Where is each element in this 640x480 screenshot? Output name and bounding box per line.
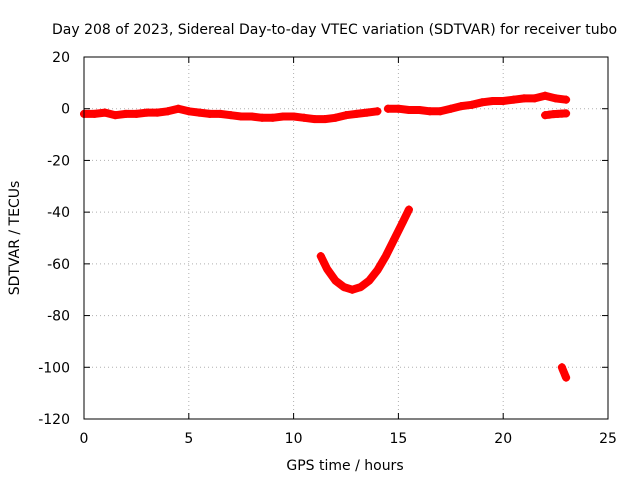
data-point bbox=[279, 112, 288, 121]
data-point bbox=[195, 108, 204, 117]
y-tick-label: -80 bbox=[47, 309, 70, 325]
data-point bbox=[184, 107, 193, 116]
x-tick-label: 20 bbox=[494, 431, 512, 447]
data-point bbox=[436, 107, 445, 116]
data-point bbox=[562, 109, 571, 118]
data-point bbox=[268, 113, 277, 122]
data-point bbox=[321, 115, 330, 124]
x-axis-title: GPS time / hours bbox=[286, 458, 403, 474]
y-tick-label: -100 bbox=[38, 360, 70, 376]
y-tick-labels: 20 0 -20 -40 -60 -80 -100 -120 bbox=[38, 50, 70, 428]
data-point bbox=[381, 252, 390, 261]
data-point bbox=[339, 283, 348, 292]
x-tick-label: 5 bbox=[184, 431, 193, 447]
data-point bbox=[551, 94, 560, 103]
chart-title: Day 208 of 2023, Sidereal Day-to-day VTE… bbox=[52, 22, 617, 38]
data-point bbox=[111, 111, 120, 120]
data-point bbox=[383, 104, 392, 113]
data-point bbox=[562, 95, 571, 104]
data-point bbox=[398, 218, 407, 227]
data-point bbox=[90, 109, 99, 118]
data-point bbox=[348, 285, 357, 294]
x-tick-label: 0 bbox=[80, 431, 89, 447]
y-tick-label: -20 bbox=[47, 153, 70, 169]
data-point bbox=[163, 107, 172, 116]
data-point bbox=[226, 111, 235, 120]
data-point bbox=[121, 109, 130, 118]
data-point bbox=[362, 108, 371, 117]
data-point bbox=[488, 96, 497, 105]
data-point bbox=[100, 108, 109, 117]
y-axis-title: SDTVAR / TECUs bbox=[7, 181, 23, 296]
data-point bbox=[174, 104, 183, 113]
data-point bbox=[404, 205, 413, 214]
y-tick-label: -60 bbox=[47, 257, 70, 273]
y-tick-label: -120 bbox=[38, 412, 70, 428]
data-point bbox=[310, 115, 319, 124]
data-point bbox=[509, 95, 518, 104]
x-tick-labels: 0 5 10 15 20 25 bbox=[80, 431, 617, 447]
data-point bbox=[562, 373, 571, 382]
data-point bbox=[373, 107, 382, 116]
data-point bbox=[247, 112, 256, 121]
axis-ticks bbox=[83, 56, 609, 420]
x-tick-label: 10 bbox=[285, 431, 303, 447]
data-point bbox=[216, 109, 225, 118]
series-arc bbox=[316, 205, 413, 294]
data-point bbox=[289, 112, 298, 121]
data-point bbox=[467, 100, 476, 109]
data-point bbox=[132, 109, 141, 118]
data-point bbox=[142, 108, 151, 117]
data-point bbox=[541, 91, 550, 100]
data-point bbox=[520, 94, 529, 103]
plot-frame bbox=[83, 56, 609, 420]
y-tick-label: 0 bbox=[61, 102, 70, 118]
data-point bbox=[457, 102, 466, 111]
data-point bbox=[331, 113, 340, 122]
data-point bbox=[331, 276, 340, 285]
data-point bbox=[530, 94, 539, 103]
data-point bbox=[237, 112, 246, 121]
data-point bbox=[446, 104, 455, 113]
data-point bbox=[352, 109, 361, 118]
y-tick-label: -40 bbox=[47, 205, 70, 221]
y-tick-label: 20 bbox=[52, 50, 70, 66]
data-point bbox=[390, 235, 399, 244]
data-point bbox=[415, 106, 424, 115]
data-point bbox=[394, 104, 403, 113]
data-point bbox=[404, 106, 413, 115]
data-point bbox=[323, 265, 332, 274]
data-point bbox=[153, 108, 162, 117]
data-point bbox=[425, 107, 434, 116]
data-point bbox=[478, 98, 487, 107]
data-point bbox=[342, 111, 350, 120]
data-point bbox=[356, 283, 365, 292]
data-marks bbox=[80, 91, 571, 382]
data-point bbox=[365, 276, 374, 285]
data-point bbox=[300, 113, 309, 122]
data-point bbox=[258, 113, 267, 122]
data-point bbox=[205, 109, 214, 118]
x-tick-label: 15 bbox=[389, 431, 407, 447]
x-tick-label: 25 bbox=[599, 431, 617, 447]
data-point bbox=[499, 96, 508, 105]
data-point bbox=[316, 252, 325, 261]
data-point bbox=[373, 266, 382, 275]
